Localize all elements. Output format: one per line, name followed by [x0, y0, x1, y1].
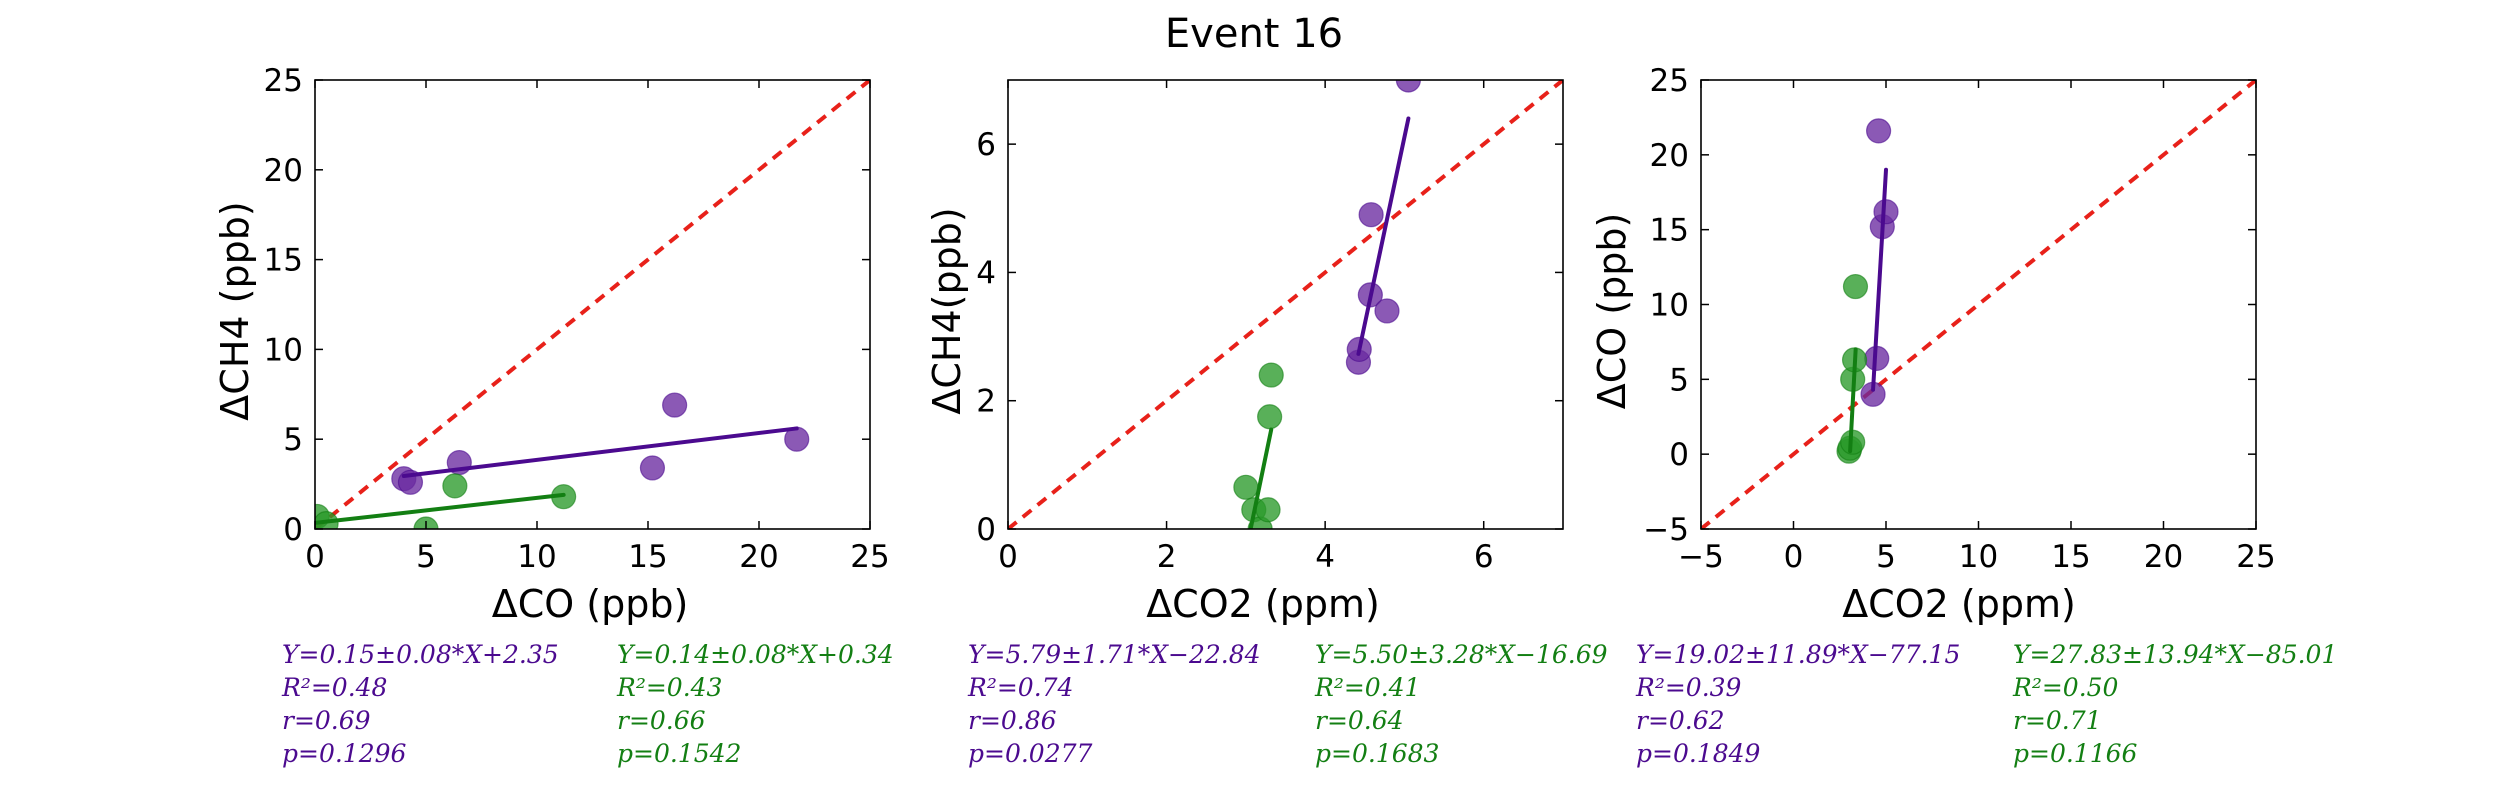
panel-0-green-stat-1: R²=0.43 — [616, 673, 722, 702]
panel-2-green-stat-3: p=0.1166 — [2013, 739, 2138, 768]
panel-2-ytick-label-5: 20 — [1650, 138, 1689, 174]
panel-1-green-point-4 — [1257, 404, 1283, 430]
panel-2-xtick-label-6: 25 — [2236, 539, 2275, 575]
panel-1-green-point-3 — [1255, 497, 1281, 523]
panel-1-ylabel: ΔCH4(ppb) — [925, 207, 969, 414]
panel-2-green-fit-line — [1848, 347, 1858, 454]
panel-0-xtick-label-0: 0 — [305, 539, 325, 575]
panel-2-xtick-label-3: 10 — [1959, 539, 1998, 575]
panel-1-xtick-label-0: 0 — [998, 539, 1018, 575]
panel-0-purple-stat-1: R²=0.48 — [281, 673, 387, 702]
panel-2-xtick-label-2: 5 — [1876, 539, 1896, 575]
panel-2-ytick-label-3: 10 — [1650, 288, 1689, 324]
panel-1-green-stat-3: p=0.1683 — [1315, 739, 1439, 768]
panel-2-ytick-label-2: 5 — [1669, 362, 1689, 398]
panel-0-green-stat-3: p=0.1542 — [617, 739, 741, 768]
panel-1-ytick-label-3: 6 — [976, 127, 996, 163]
panel-0-xtick-label-5: 25 — [850, 539, 889, 575]
panel-0-xtick-label-2: 10 — [517, 539, 556, 575]
panel-2-green-point-5 — [1842, 273, 1869, 300]
panel-0-green-fit-line — [315, 492, 566, 525]
panel-2-xtick-label-5: 20 — [2144, 539, 2183, 575]
panel-co-vs-ch4: ΔCO (ppb) ΔCH4 (ppb) Y=0.15±0.08*X+2.35 R… — [213, 63, 894, 768]
panel-0-xtick-label-3: 15 — [628, 539, 667, 575]
panel-2-identity-line — [1701, 80, 2256, 529]
panel-0-purple-point-3 — [639, 455, 666, 481]
panel-2-purple-stat-0: Y=19.02±11.89*X−77.15 — [1636, 640, 1960, 669]
panel-2-xtick-label-0: −5 — [1678, 539, 1724, 575]
panel-2-purple-stat-2: r=0.62 — [1636, 706, 1725, 735]
panel-2-purple-stat-3: p=0.1849 — [1636, 739, 1761, 768]
panel-0-ytick-label-3: 15 — [264, 243, 303, 279]
panel-0-ytick-label-5: 25 — [264, 63, 303, 99]
panel-2-green-stat-0: Y=27.83±13.94*X−85.01 — [2013, 640, 2337, 669]
panel-2-xtick-label-4: 15 — [2051, 539, 2090, 575]
panel-1-green-stat-0: Y=5.50±3.28*X−16.69 — [1315, 640, 1608, 669]
panel-0-axes-frame — [314, 79, 871, 530]
panel-1-xlabel: ΔCO2 (ppm) — [1146, 582, 1380, 626]
panel-0-ytick-label-2: 10 — [264, 332, 303, 368]
panel-1-green-stat-2: r=0.64 — [1315, 706, 1404, 735]
panel-0-ytick-label-1: 5 — [283, 422, 303, 458]
panel-1-green-point-0 — [1233, 474, 1259, 500]
panel-1-purple-stat-2: r=0.86 — [968, 706, 1057, 735]
panel-1-green-fit-line — [1248, 427, 1274, 529]
panel-0-ytick-label-0: 0 — [283, 512, 303, 548]
panel-0-xlabel: ΔCO (ppb) — [492, 582, 689, 626]
panel-1-purple-point-5 — [1395, 80, 1421, 93]
panel-1-purple-stat-3: p=0.0277 — [968, 739, 1093, 768]
panel-0-purple-fit-line — [401, 426, 799, 479]
panel-0-purple-point-4 — [662, 392, 688, 418]
panel-0-purple-stat-3: p=0.1296 — [282, 739, 407, 768]
panel-1-green-stat-1: R²=0.41 — [1314, 673, 1420, 702]
panel-1-identity-line — [1008, 80, 1563, 529]
panel-2-green-stat-2: r=0.71 — [2013, 706, 2102, 735]
panel-0-plot-area — [315, 80, 870, 529]
panel-2-ytick-label-6: 25 — [1650, 63, 1689, 99]
panel-1-xtick-label-1: 2 — [1157, 539, 1177, 575]
panel-0-xtick-label-4: 20 — [739, 539, 778, 575]
panel-1-purple-point-3 — [1358, 202, 1384, 228]
panel-2-purple-point-2 — [1865, 118, 1892, 144]
panel-0-purple-stat-2: r=0.69 — [282, 706, 371, 735]
panel-1-xtick-label-3: 6 — [1474, 539, 1494, 575]
panel-co2-vs-ch4: ΔCO2 (ppm) ΔCH4(ppb) Y=5.79±1.71*X−22.84… — [925, 79, 1608, 768]
panel-0-green-stat-2: r=0.66 — [617, 706, 706, 735]
panel-co2-vs-co: ΔCO2 (ppm) ΔCO (ppb) Y=19.02±11.89*X−77.… — [1590, 63, 2337, 768]
panel-2-ytick-label-4: 15 — [1650, 213, 1689, 249]
panel-0-green-point-3 — [442, 473, 468, 499]
panel-2-xlabel: ΔCO2 (ppm) — [1842, 582, 2076, 626]
panel-0-xtick-label-1: 5 — [416, 539, 436, 575]
panel-1-plot-area — [1008, 80, 1563, 529]
panel-1-ytick-label-2: 4 — [976, 255, 996, 291]
panel-1-ytick-label-1: 2 — [976, 384, 996, 420]
panel-1-purple-point-4 — [1374, 298, 1400, 324]
panel-1-axes-frame — [1007, 79, 1564, 530]
panel-2-xtick-label-1: 0 — [1784, 539, 1804, 575]
panel-0-identity-line — [315, 80, 870, 529]
panel-0-ylabel: ΔCH4 (ppb) — [213, 201, 257, 420]
panel-1-xtick-label-2: 4 — [1315, 539, 1335, 575]
panel-2-ylabel: ΔCO (ppb) — [1590, 213, 1634, 410]
panel-2-purple-fit-line — [1871, 167, 1888, 392]
panel-1-purple-stat-1: R²=0.74 — [967, 673, 1073, 702]
panel-2-green-stat-1: R²=0.50 — [2012, 673, 2119, 702]
panel-0-ytick-label-4: 20 — [264, 153, 303, 189]
panel-1-green-point-5 — [1258, 362, 1284, 388]
panel-2-purple-stat-1: R²=0.39 — [1635, 673, 1742, 702]
panel-1-purple-stat-0: Y=5.79±1.71*X−22.84 — [968, 640, 1261, 669]
panel-0-green-stat-0: Y=0.14±0.08*X+0.34 — [617, 640, 894, 669]
panel-2-plot-area — [1701, 80, 2256, 529]
panel-2-ytick-label-0: −5 — [1643, 512, 1689, 548]
panel-1-ytick-label-0: 0 — [976, 512, 996, 548]
panel-0-purple-stat-0: Y=0.15±0.08*X+2.35 — [282, 640, 559, 669]
panel-2-ytick-label-1: 0 — [1669, 437, 1689, 473]
panel-1-purple-fit-line — [1356, 116, 1411, 356]
figure-title: Event 16 — [1165, 11, 1343, 57]
